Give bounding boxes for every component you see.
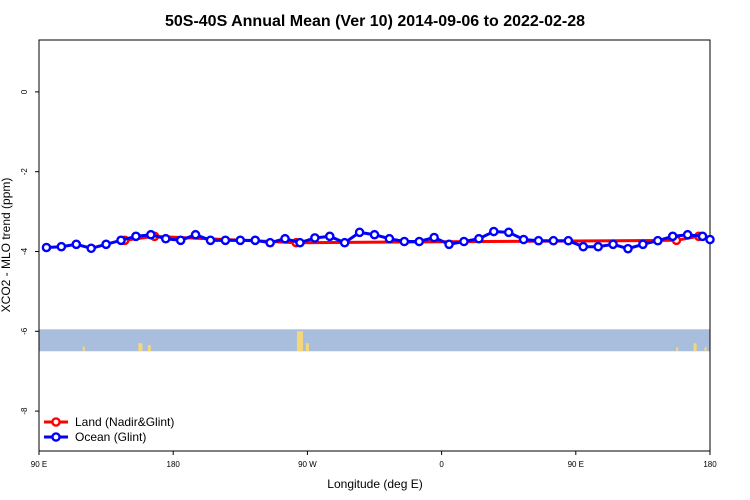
- data-point: [593, 241, 603, 252]
- data-point: [563, 235, 574, 246]
- data-point: [250, 235, 261, 246]
- chart-title: 50S-40S Annual Mean (Ver 10) 2014-09-06 …: [165, 13, 585, 30]
- data-point: [190, 229, 201, 240]
- data-point: [623, 243, 633, 254]
- data-point: [71, 239, 82, 250]
- land-patch: [305, 343, 309, 352]
- data-point: [175, 235, 186, 246]
- data-point: [56, 241, 67, 252]
- y-tick-label: -8: [20, 407, 29, 415]
- data-point: [160, 233, 171, 244]
- data-point: [205, 235, 216, 246]
- data-point: [533, 235, 544, 246]
- x-tick-label: 180: [703, 460, 717, 469]
- data-point: [653, 235, 663, 246]
- ocean-band: [39, 329, 710, 352]
- x-tick-label: 180: [167, 460, 181, 469]
- land-patch: [676, 347, 679, 352]
- plot-frame: [38, 39, 711, 452]
- data-point: [459, 236, 469, 247]
- data-point: [384, 233, 395, 244]
- x-axis: 90 E 180 90 W 0 90 E 180: [31, 451, 717, 469]
- data-point: [682, 229, 693, 240]
- data-point: [667, 231, 678, 242]
- data-point: [86, 243, 96, 254]
- data-point: [280, 233, 290, 244]
- x-tick-label: 90 E: [31, 460, 47, 469]
- data-point: [354, 227, 365, 238]
- land-patch: [296, 331, 303, 352]
- data-point: [697, 231, 708, 242]
- y-axis-label: XCO2 - MLO trend (ppm): [0, 178, 13, 313]
- legend-label: Land (Nadir&Glint): [75, 415, 174, 429]
- land-patch: [704, 347, 707, 352]
- data-point: [474, 233, 484, 244]
- data-point: [131, 231, 141, 242]
- series-layer: [41, 226, 715, 254]
- land-patch: [82, 346, 85, 352]
- data-point: [414, 236, 425, 247]
- legend-swatch-marker: [51, 417, 61, 427]
- x-axis-label: Longitude (deg E): [327, 477, 422, 491]
- data-point: [399, 236, 410, 247]
- x-tick-label: 90 W: [298, 460, 317, 469]
- data-point: [705, 234, 715, 245]
- data-point: [638, 239, 648, 250]
- y-tick-label: -6: [20, 327, 29, 335]
- data-point: [518, 234, 529, 245]
- series-ocean: [41, 226, 715, 254]
- legend: Land (Nadir&Glint)Ocean (Glint): [44, 415, 174, 444]
- y-axis: 0 -2 -4 -6 -8: [20, 89, 39, 415]
- land-ocean-band: [39, 329, 710, 352]
- data-point: [608, 239, 618, 250]
- data-point: [295, 237, 305, 248]
- data-point: [444, 239, 454, 250]
- data-point: [503, 227, 514, 238]
- data-point: [220, 235, 231, 246]
- data-point: [101, 239, 111, 250]
- land-patch: [138, 343, 143, 352]
- land-patch: [693, 343, 697, 352]
- data-point: [324, 231, 335, 242]
- y-tick-label: -4: [20, 247, 29, 255]
- data-point: [235, 235, 246, 246]
- data-point: [265, 237, 275, 248]
- y-tick-label: 0: [20, 89, 29, 94]
- legend-label: Ocean (Glint): [75, 430, 146, 444]
- x-tick-label: 0: [439, 460, 444, 469]
- data-point: [548, 235, 559, 246]
- data-point: [146, 229, 156, 240]
- data-point: [488, 226, 499, 237]
- data-point: [41, 242, 52, 253]
- data-point: [429, 232, 439, 243]
- data-point: [116, 235, 126, 246]
- land-patch: [147, 345, 151, 352]
- data-point: [578, 241, 589, 252]
- y-tick-label: -2: [20, 168, 29, 176]
- x-tick-label: 90 E: [568, 460, 584, 469]
- data-point: [369, 229, 380, 240]
- data-point: [310, 233, 320, 243]
- series-line: [46, 230, 711, 251]
- data-point: [339, 237, 350, 248]
- legend-swatch-marker: [51, 432, 61, 442]
